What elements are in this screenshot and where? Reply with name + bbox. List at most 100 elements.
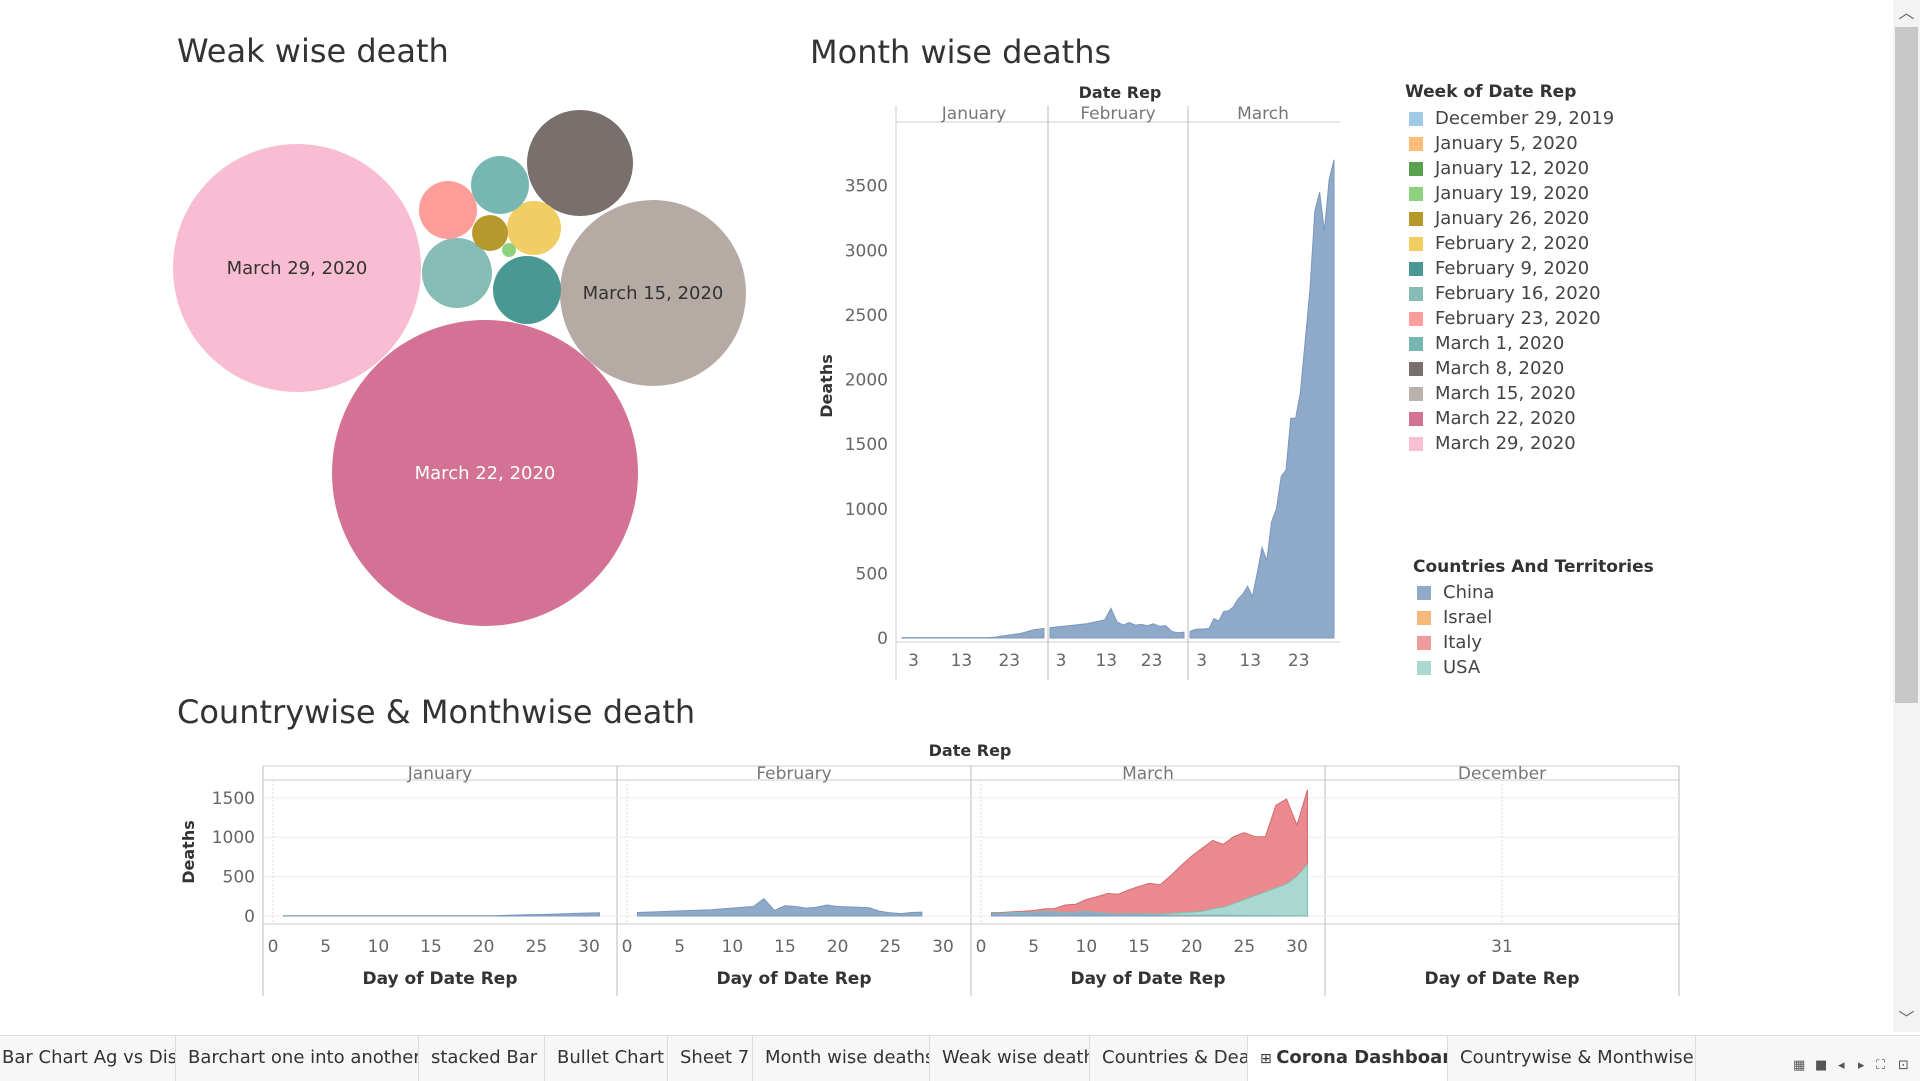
x-tick-label: 3 [1056, 651, 1067, 671]
x-axis-label: Day of Date Rep [716, 969, 871, 989]
bubble[interactable] [560, 200, 746, 386]
legend-label: March 15, 2020 [1435, 383, 1576, 404]
legend-swatch [1409, 312, 1423, 326]
country-legend-title: Countries And Territories [1413, 557, 1654, 577]
week-legend-item[interactable]: January 12, 2020 [1409, 156, 1614, 181]
x-tick-label: 0 [622, 937, 633, 957]
week-legend-item[interactable]: January 19, 2020 [1409, 181, 1614, 206]
week-legend-item[interactable]: February 2, 2020 [1409, 231, 1614, 256]
sheet-tab[interactable]: Bar Chart Ag vs Disag [0, 1036, 176, 1081]
sheet-tab[interactable]: Weak wise death [930, 1036, 1090, 1081]
country-legend-item[interactable]: China [1417, 580, 1494, 605]
legend-label: January 5, 2020 [1435, 133, 1578, 154]
week-legend-title: Week of Date Rep [1405, 82, 1577, 102]
china-area-february[interactable] [1049, 607, 1185, 639]
y-tick-label: 1000 [845, 500, 888, 520]
x-tick-label: 20 [473, 937, 495, 957]
legend-label: February 9, 2020 [1435, 258, 1590, 279]
week-legend-item[interactable]: February 16, 2020 [1409, 281, 1614, 306]
china-area-march[interactable] [1189, 159, 1335, 639]
week-legend-item[interactable]: March 29, 2020 [1409, 431, 1614, 456]
x-tick-label: 25 [526, 937, 548, 957]
bubble[interactable] [422, 238, 492, 308]
sheet-tab[interactable]: Barchart one into another [176, 1036, 419, 1081]
scroll-down-icon[interactable]: ﹀ [1898, 1009, 1915, 1028]
china-area-january[interactable] [901, 627, 1045, 639]
month-header: March [1237, 104, 1289, 124]
x-tick-label: 31 [1491, 937, 1513, 957]
prev-tab-icon[interactable]: ◂ [1838, 1058, 1845, 1073]
sheet-tab[interactable]: ⊞ Corona Dashboard [1248, 1036, 1448, 1081]
sheet-tab[interactable]: Bullet Chart [545, 1036, 668, 1081]
list-view-icon[interactable]: ■ [1815, 1058, 1828, 1073]
y-axis-label: Deaths [817, 354, 836, 418]
sheet-tab[interactable]: stacked Bar [419, 1036, 545, 1081]
x-tick-label: 10 [368, 937, 390, 957]
bubble-label: March 29, 2020 [227, 258, 368, 279]
week-legend-item[interactable]: March 22, 2020 [1409, 406, 1614, 431]
next-tab-icon[interactable]: ▸ [1858, 1058, 1865, 1073]
bubble[interactable] [419, 181, 477, 239]
sheet-tab-label: Weak wise death [942, 1047, 1090, 1068]
legend-label: December 29, 2019 [1435, 108, 1615, 129]
bubble[interactable] [507, 201, 561, 255]
scroll-up-icon[interactable]: ︿ [1898, 3, 1915, 22]
present-icon[interactable]: ⊡ [1898, 1058, 1909, 1073]
sheet-tab[interactable]: Countries & Death [1090, 1036, 1248, 1081]
week-legend-item[interactable]: December 29, 2019 [1409, 106, 1614, 131]
china-area-january[interactable] [283, 912, 600, 917]
week-legend-item[interactable]: March 15, 2020 [1409, 381, 1614, 406]
week-legend-item[interactable]: January 5, 2020 [1409, 131, 1614, 156]
week-legend-item[interactable]: March 8, 2020 [1409, 356, 1614, 381]
legend-label: February 23, 2020 [1435, 308, 1601, 329]
legend-swatch [1409, 162, 1423, 176]
x-tick-label: 10 [722, 937, 744, 957]
x-tick-label: 25 [1234, 937, 1256, 957]
date-rep-header: Date Rep [1079, 83, 1162, 102]
country-legend-item[interactable]: Israel [1417, 605, 1494, 630]
legend-swatch [1409, 112, 1423, 126]
sheet-tab[interactable]: Countrywise & Monthwise death [1448, 1036, 1696, 1081]
y-tick-label: 1500 [845, 435, 888, 455]
country-legend-item[interactable]: Italy [1417, 630, 1494, 655]
legend-swatch [1409, 387, 1423, 401]
china-area-february[interactable] [637, 898, 923, 917]
bubble[interactable] [332, 320, 638, 626]
week-legend-item[interactable]: March 1, 2020 [1409, 331, 1614, 356]
legend-swatch [1409, 362, 1423, 376]
x-tick-label: 30 [1286, 937, 1308, 957]
fullscreen-icon[interactable]: ⛶ [1876, 1058, 1886, 1073]
bubble-chart: March 29, 2020 March 22, 2020 March 15, 20… [173, 110, 746, 626]
month-header: February [756, 764, 831, 784]
y-tick-label: 3000 [845, 241, 888, 261]
weak-wise-death-title: Weak wise death [177, 32, 449, 70]
sheet-tab-label: stacked Bar [431, 1047, 538, 1068]
usa-area-march[interactable] [991, 863, 1308, 917]
legend-label: March 8, 2020 [1435, 358, 1565, 379]
bubble[interactable] [471, 156, 529, 214]
x-tick-label: 13 [951, 651, 973, 671]
scrollbar-thumb[interactable] [1895, 27, 1918, 703]
month-wise-deaths-title: Month wise deaths [810, 33, 1112, 71]
sheet-tab[interactable]: Month wise deaths [753, 1036, 930, 1081]
sheet-tab-label: Month wise deaths [765, 1047, 930, 1068]
x-tick-label: 23 [998, 651, 1020, 671]
bubble[interactable] [472, 215, 508, 251]
sheet-tab[interactable]: Sheet 7 [668, 1036, 753, 1081]
y-tick-label: 1000 [212, 828, 255, 848]
week-legend-item[interactable]: February 23, 2020 [1409, 306, 1614, 331]
week-legend-item[interactable]: February 9, 2020 [1409, 256, 1614, 281]
x-tick-label: 13 [1239, 651, 1261, 671]
x-tick-label: 13 [1095, 651, 1117, 671]
bubble[interactable] [493, 256, 561, 324]
legend-swatch [1409, 337, 1423, 351]
bubble[interactable] [173, 144, 421, 392]
grid-view-icon[interactable]: ▦ [1793, 1058, 1806, 1073]
month-header: March [1122, 764, 1174, 784]
week-legend-item[interactable]: January 26, 2020 [1409, 206, 1614, 231]
legend-swatch [1409, 412, 1423, 426]
bubble[interactable] [502, 243, 516, 257]
country-legend-item[interactable]: USA [1417, 655, 1494, 680]
dashboard-icon: ⊞ [1260, 1051, 1277, 1067]
bubble[interactable] [527, 110, 633, 216]
